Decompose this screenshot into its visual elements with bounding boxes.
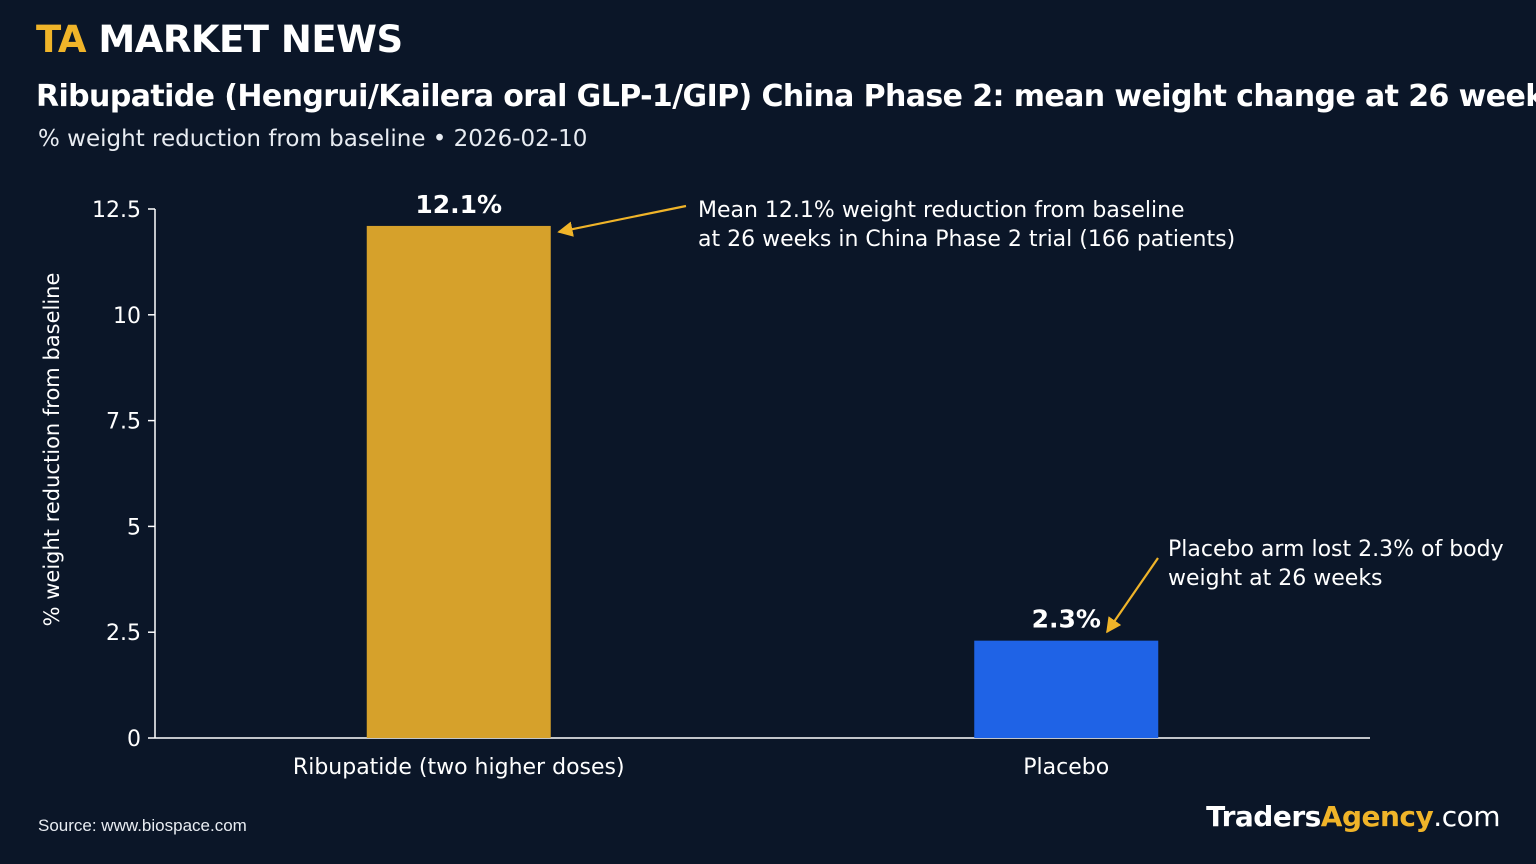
y-tick-label: 10	[113, 304, 141, 329]
annotation-text: Mean 12.1% weight reduction from baselin…	[698, 198, 1185, 223]
logo-part-com: .com	[1433, 800, 1500, 833]
y-tick-label: 5	[127, 515, 141, 540]
logo-part-traders: Traders	[1206, 800, 1321, 833]
annotation-text: at 26 weeks in China Phase 2 trial (166 …	[698, 227, 1235, 252]
bar	[974, 640, 1159, 738]
y-axis-label: % weight reduction from baseline	[40, 273, 64, 627]
y-tick-label: 0	[127, 727, 141, 752]
annotation-text: weight at 26 weeks	[1168, 566, 1383, 591]
y-tick-label: 12.5	[92, 198, 141, 223]
brand-market-news: MARKET NEWS	[98, 18, 403, 61]
annotation-arrow	[557, 204, 687, 237]
bar-value-label: 2.3%	[1032, 605, 1101, 634]
y-tick-label: 7.5	[106, 410, 141, 435]
chart-subtitle: % weight reduction from baseline • 2026-…	[38, 126, 588, 152]
traders-agency-logo: TradersAgency.com	[1206, 800, 1500, 833]
brand-ta: TA	[36, 18, 87, 61]
x-tick-label: Placebo	[1023, 755, 1109, 780]
brand-title: TA MARKET NEWS	[36, 18, 403, 61]
bar-value-label: 12.1%	[415, 190, 502, 219]
source-note: Source: www.biospace.com	[38, 816, 247, 835]
logo-part-agency: Agency	[1320, 800, 1434, 833]
annotation-text: Placebo arm lost 2.3% of body	[1168, 537, 1504, 562]
chart-title: Ribupatide (Hengrui/Kailera oral GLP-1/G…	[36, 79, 1536, 114]
y-tick-label: 2.5	[106, 621, 141, 646]
bar	[366, 225, 551, 739]
x-tick-label: Ribupatide (two higher doses)	[293, 755, 625, 780]
annotation-arrow	[1106, 557, 1159, 634]
